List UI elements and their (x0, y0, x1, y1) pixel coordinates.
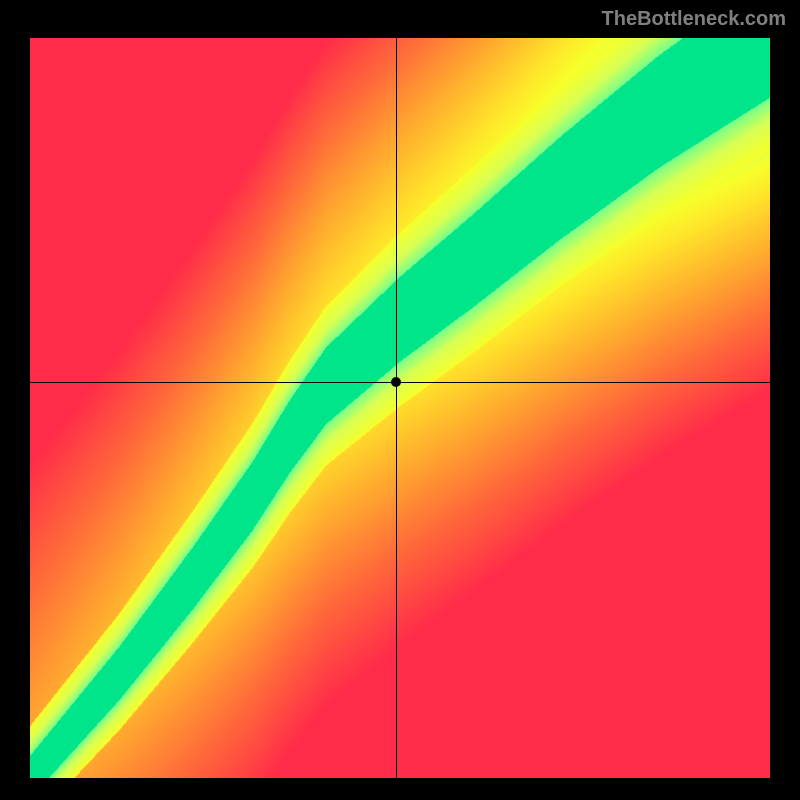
crosshair-vertical (396, 38, 397, 778)
crosshair-marker (391, 377, 401, 387)
watermark-text: TheBottleneck.com (602, 8, 786, 31)
bottleneck-heatmap (30, 38, 770, 778)
heatmap-canvas (30, 38, 770, 778)
